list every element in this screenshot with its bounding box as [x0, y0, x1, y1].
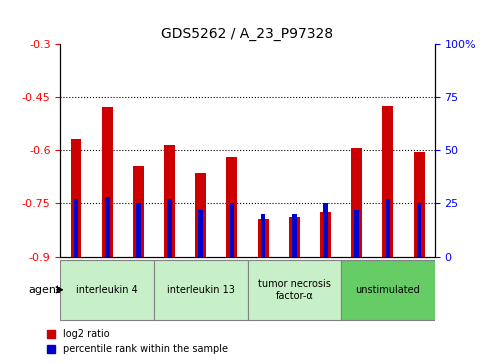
Bar — [136, 203, 141, 257]
Bar — [227, 157, 238, 257]
Bar — [292, 214, 297, 257]
Bar — [105, 197, 110, 257]
Text: interleukin 4: interleukin 4 — [76, 285, 138, 295]
Bar — [257, 219, 269, 257]
FancyBboxPatch shape — [60, 260, 154, 320]
Bar — [385, 199, 390, 257]
Bar — [199, 210, 203, 257]
Bar — [383, 106, 393, 257]
Bar — [323, 203, 328, 257]
Bar — [289, 217, 300, 257]
Text: agent: agent — [28, 285, 60, 295]
Title: GDS5262 / A_23_P97328: GDS5262 / A_23_P97328 — [161, 27, 334, 41]
FancyBboxPatch shape — [341, 260, 435, 320]
Bar — [164, 145, 175, 257]
Bar — [133, 166, 144, 257]
Bar — [102, 107, 113, 257]
FancyBboxPatch shape — [247, 260, 341, 320]
Bar — [71, 139, 82, 257]
Legend: log2 ratio, percentile rank within the sample: log2 ratio, percentile rank within the s… — [43, 326, 232, 358]
Text: interleukin 13: interleukin 13 — [167, 285, 235, 295]
Bar — [195, 173, 206, 257]
Bar — [351, 148, 362, 257]
Bar — [261, 214, 266, 257]
Text: tumor necrosis
factor-α: tumor necrosis factor-α — [258, 279, 331, 301]
Bar — [229, 203, 234, 257]
FancyBboxPatch shape — [154, 260, 247, 320]
Bar — [355, 210, 359, 257]
Bar — [417, 203, 422, 257]
Text: unstimulated: unstimulated — [355, 285, 420, 295]
Bar — [73, 199, 78, 257]
Bar — [320, 212, 331, 257]
Bar — [413, 152, 425, 257]
Bar — [167, 199, 172, 257]
